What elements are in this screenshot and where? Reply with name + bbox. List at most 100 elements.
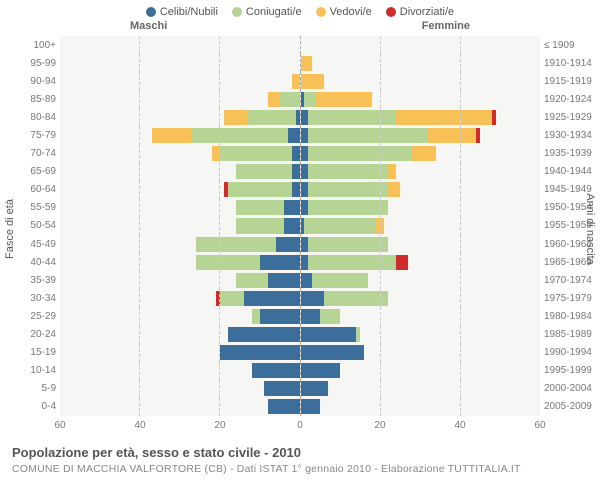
bar-segment: [304, 218, 376, 233]
bar-segment: [268, 399, 300, 414]
bar-segment: [301, 146, 309, 161]
legend-swatch: [146, 7, 156, 17]
bar-segment: [220, 345, 300, 360]
x-tick: 20: [214, 420, 225, 431]
age-label: 45-49: [30, 239, 56, 250]
bar-maschi: [60, 126, 301, 144]
bar-maschi: [60, 108, 301, 126]
bar-segment: [192, 128, 288, 143]
age-label: 80-84: [30, 112, 56, 123]
x-tick: 20: [374, 420, 385, 431]
birth-label: 1995-1999: [544, 365, 592, 376]
bar-segment: [301, 164, 309, 179]
chart-rows: 100+≤ 190995-991910-191490-941915-191985…: [60, 36, 540, 416]
bar-maschi: [60, 36, 301, 54]
bar-segment: [248, 110, 296, 125]
bar-femmine: [301, 362, 541, 380]
bar-segment: [292, 182, 300, 197]
legend-swatch: [386, 7, 396, 17]
bar-segment: [252, 363, 300, 378]
bar-segment: [308, 182, 388, 197]
birth-label: 1960-1964: [544, 239, 592, 250]
bar-segment: [244, 291, 300, 306]
bar-maschi: [60, 307, 301, 325]
bar-segment: [301, 74, 325, 89]
bar-segment: [292, 146, 300, 161]
age-row: 90-941915-1919: [60, 72, 540, 90]
bar-maschi: [60, 326, 301, 344]
bar-segment: [356, 327, 360, 342]
birth-label: ≤ 1909: [544, 40, 575, 51]
bar-segment: [316, 92, 372, 107]
age-label: 0-4: [42, 401, 56, 412]
bar-maschi: [60, 181, 301, 199]
bar-femmine: [301, 126, 541, 144]
bar-segment: [301, 381, 329, 396]
x-axis: 6040200204060: [60, 418, 540, 438]
bar-segment: [236, 164, 292, 179]
legend-swatch: [316, 7, 326, 17]
bar-segment: [284, 200, 300, 215]
age-row: 40-441965-1969: [60, 253, 540, 271]
age-row: 55-591950-1954: [60, 199, 540, 217]
bar-femmine: [301, 326, 541, 344]
ylabel-age: Fasce di età: [4, 199, 16, 259]
birth-label: 1910-1914: [544, 58, 592, 69]
bar-segment: [388, 182, 400, 197]
age-row: 80-841925-1929: [60, 108, 540, 126]
bar-segment: [308, 110, 396, 125]
birth-label: 1930-1934: [544, 130, 592, 141]
age-row: 10-141995-1999: [60, 362, 540, 380]
bar-segment: [324, 291, 388, 306]
bar-segment: [280, 92, 300, 107]
bar-segment: [301, 273, 313, 288]
x-tick: 40: [134, 420, 145, 431]
bar-maschi: [60, 199, 301, 217]
birth-label: 1955-1959: [544, 220, 592, 231]
bar-segment: [388, 164, 396, 179]
birth-label: 1950-1954: [544, 202, 592, 213]
bar-segment: [308, 200, 388, 215]
age-row: 75-791930-1934: [60, 126, 540, 144]
age-label: 85-89: [30, 94, 56, 105]
bar-segment: [428, 128, 476, 143]
age-row: 50-541955-1959: [60, 217, 540, 235]
bar-maschi: [60, 253, 301, 271]
title-maschi: Maschi: [130, 20, 167, 32]
legend-label: Vedovi/e: [330, 6, 372, 18]
age-row: 25-291980-1984: [60, 307, 540, 325]
bar-segment: [312, 273, 368, 288]
bar-maschi: [60, 289, 301, 307]
bar-segment: [301, 327, 357, 342]
x-tick: 60: [534, 420, 545, 431]
bar-femmine: [301, 199, 541, 217]
bar-segment: [412, 146, 436, 161]
bar-segment: [301, 363, 341, 378]
bar-femmine: [301, 289, 541, 307]
age-row: 45-491960-1964: [60, 235, 540, 253]
pyramid-chart: Maschi Femmine Fasce di età Anni di nasc…: [0, 20, 600, 438]
bar-segment: [152, 128, 192, 143]
birth-label: 1915-1919: [544, 76, 592, 87]
bar-maschi: [60, 235, 301, 253]
bar-segment: [228, 327, 300, 342]
age-label: 100+: [33, 40, 56, 51]
bar-segment: [301, 128, 309, 143]
bar-segment: [276, 237, 300, 252]
bar-femmine: [301, 271, 541, 289]
bar-segment: [396, 255, 408, 270]
bar-segment: [236, 273, 268, 288]
age-row: 30-341975-1979: [60, 289, 540, 307]
age-label: 40-44: [30, 257, 56, 268]
age-label: 5-9: [42, 383, 56, 394]
bar-segment: [396, 110, 492, 125]
bar-maschi: [60, 217, 301, 235]
bar-femmine: [301, 307, 541, 325]
birth-label: 1970-1974: [544, 275, 592, 286]
age-row: 0-42005-2009: [60, 398, 540, 416]
age-label: 60-64: [30, 184, 56, 195]
bar-segment: [301, 237, 309, 252]
bar-femmine: [301, 380, 541, 398]
bar-segment: [308, 237, 388, 252]
bar-maschi: [60, 90, 301, 108]
